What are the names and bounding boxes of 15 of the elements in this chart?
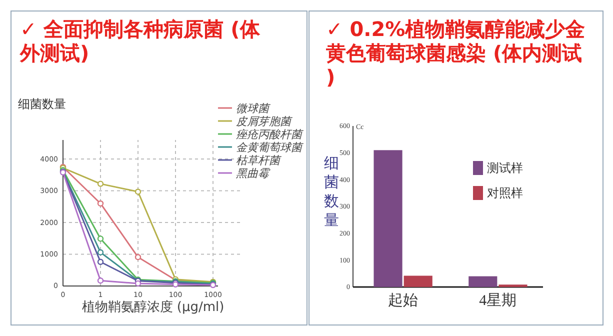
legend-label: 痤疮丙酸杆菌 xyxy=(236,128,304,141)
legend-label: 对照样 xyxy=(487,186,523,200)
chart-title: ✓ 全面抑制各种病原菌 (体外测试) xyxy=(19,17,261,65)
y-axis-title: 细菌数量 xyxy=(324,154,339,229)
legend-label: 黑曲霉 xyxy=(236,166,271,180)
x-tick-label: 起始 xyxy=(388,292,418,309)
legend-label: 金黄葡萄球菌 xyxy=(236,140,304,154)
legend-label: 微球菌 xyxy=(236,102,271,115)
legend-label: 皮屑芽胞菌 xyxy=(236,114,293,128)
legend-label: 枯草杆菌 xyxy=(236,154,282,167)
x-axis-title: 植物鞘氨醇浓度 (μg/ml) xyxy=(82,299,224,315)
legend-label: 测试样 xyxy=(487,161,523,176)
x-tick-label: 4星期 xyxy=(479,292,517,309)
chart-title: ✓ 0.2%植物鞘氨醇能减少金黄色葡萄球菌感染 (体内测试) xyxy=(325,17,586,89)
y-axis-title: 细菌数量 xyxy=(18,97,66,111)
